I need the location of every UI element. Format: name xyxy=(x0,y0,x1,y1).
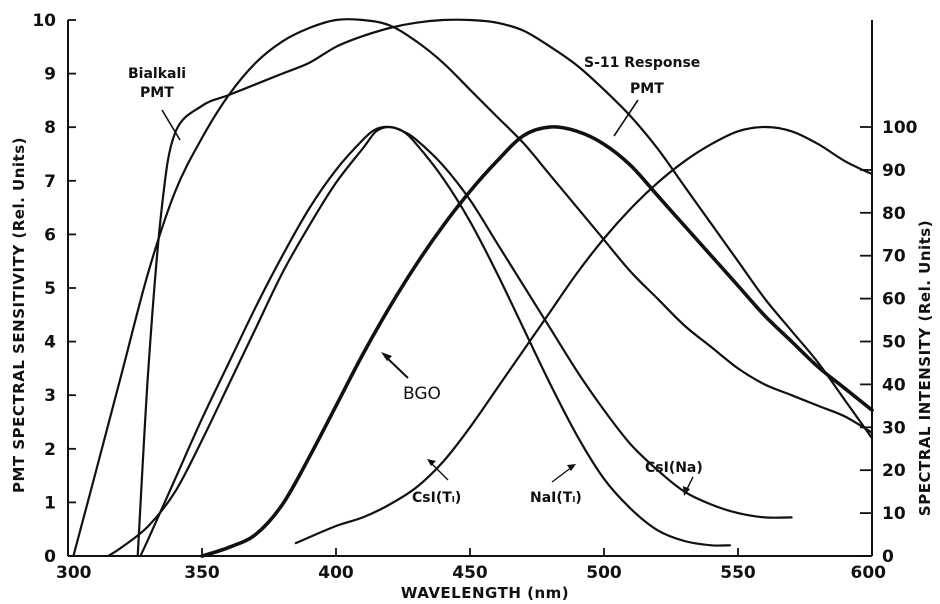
csi-na-arrowhead xyxy=(683,486,690,496)
left-y-tick-label: 3 xyxy=(44,386,56,406)
left-y-tick-label: 10 xyxy=(32,11,56,31)
x-tick-label: 600 xyxy=(851,563,887,583)
annotation-csi-tl: CsI(Tₗ) xyxy=(412,459,461,506)
series-line-bgo xyxy=(200,125,874,558)
x-tick-label: 300 xyxy=(56,563,92,583)
bgo-arrowhead xyxy=(381,352,392,361)
s11-label-line2: PMT xyxy=(630,81,664,97)
right-y-tick-label: 40 xyxy=(882,375,906,395)
csi-tl-arrowhead xyxy=(427,459,436,466)
right-y-tick-label: 50 xyxy=(882,333,906,353)
axes xyxy=(67,19,873,557)
bgo-pointer xyxy=(384,355,409,379)
annotation-nai-tl: NaI(Tₗ) xyxy=(530,464,582,506)
x-axis-title: WAVELENGTH (nm) xyxy=(401,584,569,602)
nai-tl-label: NaI(Tₗ) xyxy=(530,490,582,506)
right-y-tick-label: 0 xyxy=(882,547,894,567)
bialkali-label-line1: Bialkali xyxy=(128,66,186,82)
tick-labels: 300 350 400 450 500 550 6000123456789100102030… xyxy=(32,11,917,583)
annotation-bgo: BGO xyxy=(381,352,441,404)
right-y-tick-label: 90 xyxy=(882,161,906,181)
x-tick-label: 350 xyxy=(184,563,220,583)
right-y-tick-label: 100 xyxy=(882,118,918,138)
right-y-tick-label: 60 xyxy=(882,290,906,310)
right-y-tick-label: 10 xyxy=(882,504,906,524)
annotation-s11: S-11 Response PMT xyxy=(584,55,700,137)
x-tick-label: 500 xyxy=(586,563,622,583)
series-line-csi-na xyxy=(107,125,793,558)
s11-label-line1: S-11 Response xyxy=(584,55,700,71)
x-tick-label: 550 xyxy=(720,563,756,583)
right-y-tick-label: 80 xyxy=(882,204,906,224)
left-y-tick-label: 6 xyxy=(44,225,56,245)
series-line-csi-tl xyxy=(294,125,874,545)
csi-tl-pointer xyxy=(429,461,449,481)
x-tick-label: 400 xyxy=(318,563,354,583)
right-y-tick-label: 30 xyxy=(882,418,906,438)
nai-tl-pointer xyxy=(551,466,573,483)
annotation-bialkali: Bialkali PMT xyxy=(128,66,186,141)
left-y-tick-label: 4 xyxy=(44,333,56,353)
left-y-tick-label: 9 xyxy=(44,65,56,85)
left-y-tick-label: 5 xyxy=(44,279,56,299)
s11-pointer xyxy=(613,99,639,137)
left-y-tick-label: 1 xyxy=(44,493,56,513)
annotation-csi-na: CsI(Na) xyxy=(645,460,703,496)
left-y-tick-label: 8 xyxy=(44,118,56,138)
right-y-tick-label: 20 xyxy=(882,461,906,481)
right-y-axis-title: SPECTRAL INTENSITY (Rel. Units) xyxy=(916,220,934,516)
series-line-s11 xyxy=(136,18,874,558)
bialkali-label-line2: PMT xyxy=(140,85,174,101)
x-tick-label: 450 xyxy=(452,563,488,583)
bialkali-pointer xyxy=(161,109,181,141)
left-y-tick-label: 2 xyxy=(44,440,56,460)
bgo-label: BGO xyxy=(403,384,441,404)
right-y-tick-label: 70 xyxy=(882,247,906,267)
csi-na-label: CsI(Na) xyxy=(645,460,703,476)
csi-tl-label: CsI(Tₗ) xyxy=(412,490,461,506)
left-y-tick-label: 0 xyxy=(44,547,56,567)
left-y-axis-title: PMT SPECTRAL SENSITIVITY (Rel. Units) xyxy=(10,137,28,493)
series-lines xyxy=(72,18,874,558)
series-line-bialkali xyxy=(72,18,874,558)
left-y-tick-label: 7 xyxy=(44,172,56,192)
nai-tl-arrowhead xyxy=(567,464,576,471)
